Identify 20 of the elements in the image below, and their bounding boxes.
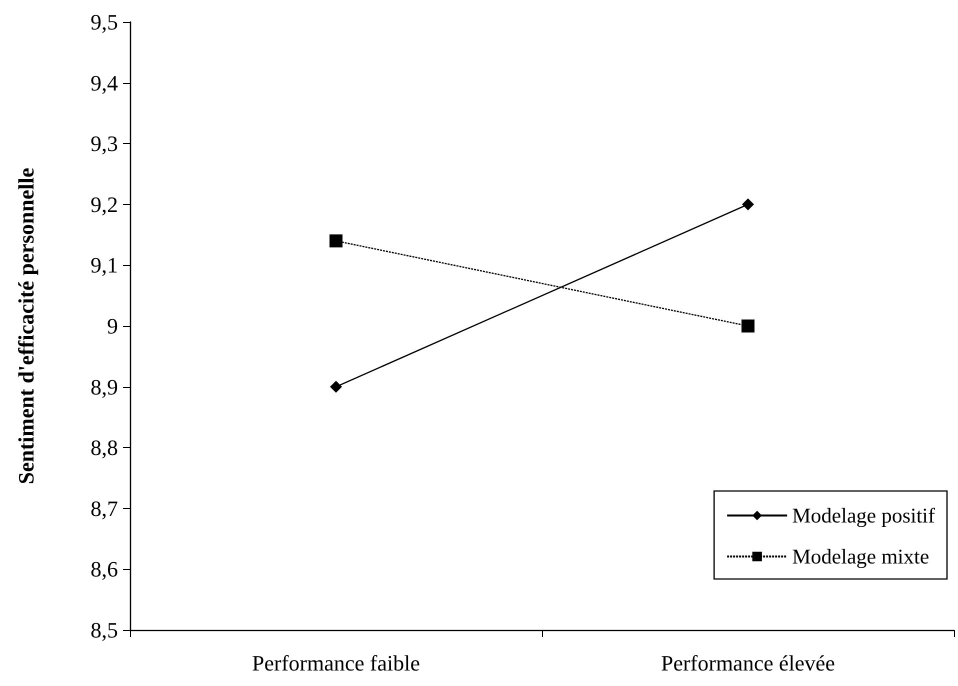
y-tick-label: 9 — [107, 314, 118, 338]
y-tick-label: 8,6 — [90, 556, 118, 582]
legend-label: Modelage positif — [792, 504, 936, 528]
y-tick-label: 9,2 — [90, 192, 118, 217]
point — [330, 380, 342, 393]
y-tick-label: 9,4 — [90, 70, 118, 96]
y-tick-label: 8,5 — [90, 618, 118, 642]
point — [330, 234, 342, 248]
y-tick-label: 8,9 — [90, 374, 118, 400]
y-tick-label: 9,1 — [90, 252, 118, 278]
x-tick-label: Performance faible — [252, 650, 420, 676]
y-axis-title: Sentiment d'efficacité personnelle — [14, 168, 38, 484]
y-tick-label: 8,8 — [90, 435, 118, 460]
y-tick-label: 8,7 — [90, 496, 118, 521]
legend-label: Modelage mixte — [792, 544, 930, 568]
point — [742, 198, 754, 210]
y-tick-label: 9,3 — [90, 131, 118, 156]
y-tick-label: 9,5 — [90, 10, 118, 34]
x-tick-label: Performance élevée — [660, 650, 836, 676]
point — [742, 320, 754, 332]
